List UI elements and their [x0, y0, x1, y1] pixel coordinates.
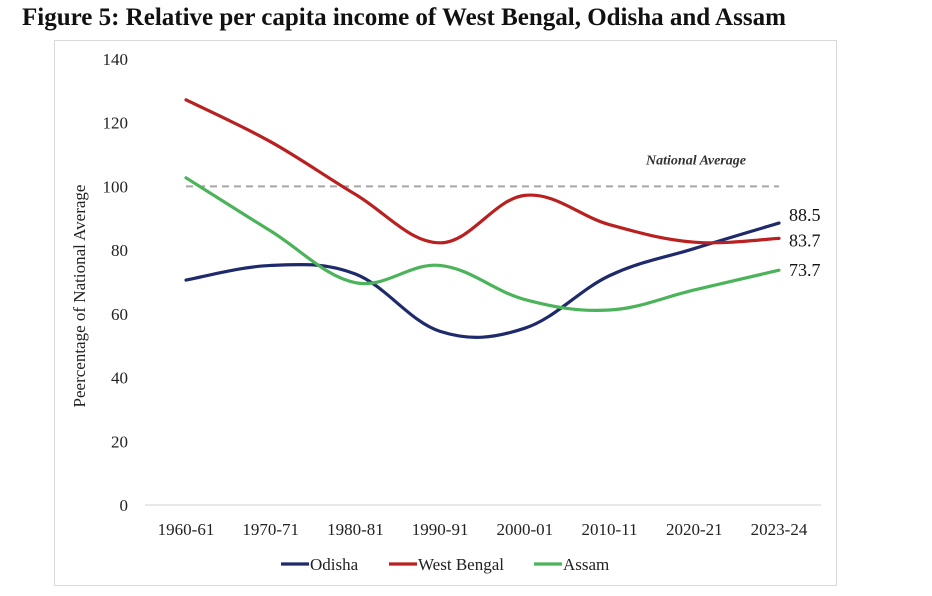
- y-tick-label: 40: [111, 369, 128, 388]
- end-label-west-bengal: 83.7: [789, 230, 821, 250]
- series-line-assam: [184, 176, 781, 312]
- legend-label-odisha: Odisha: [310, 555, 359, 574]
- legend-label-assam: Assam: [563, 555, 609, 574]
- legend: Odisha West Bengal Assam: [281, 555, 609, 574]
- y-tick-label: 100: [103, 177, 129, 196]
- y-tick-label: 60: [111, 305, 128, 324]
- y-tick-label: 120: [103, 114, 129, 133]
- x-tick-label: 2000-01: [497, 520, 554, 539]
- x-tick-labels: 1960-61 1970-71 1980-81 1990-91 2000-01 2010-…: [158, 520, 808, 539]
- y-tick-label: 140: [103, 50, 129, 69]
- y-tick-label: 0: [120, 496, 129, 515]
- line-chart: Peercentage of National Average 0 20 40 60 8…: [70, 50, 821, 574]
- chart-frame: Peercentage of National Average 0 20 40 60 8…: [54, 40, 837, 586]
- y-axis-title: Peercentage of National Average: [70, 185, 89, 408]
- x-tick-label: 1990-91: [412, 520, 469, 539]
- legend-label-west-bengal: West Bengal: [418, 555, 504, 574]
- y-tick-label: 80: [111, 241, 128, 260]
- y-axis-title-group: Peercentage of National Average: [70, 185, 89, 408]
- x-tick-label: 2023-24: [751, 520, 808, 539]
- series-line-odisha: [184, 221, 781, 339]
- x-tick-label: 1970-71: [242, 520, 299, 539]
- national-average-label: National Average: [645, 153, 746, 168]
- y-tick-labels: 0 20 40 60 80 100 120 140: [103, 50, 129, 515]
- end-labels: 88.5 83.7 73.7: [789, 205, 821, 280]
- x-tick-label: 1980-81: [327, 520, 384, 539]
- end-label-assam: 73.7: [789, 260, 821, 280]
- end-label-odisha: 88.5: [789, 205, 821, 225]
- series-line-west-bengal: [184, 98, 781, 245]
- y-tick-label: 20: [111, 432, 128, 451]
- x-tick-label: 2020-21: [666, 520, 723, 539]
- series-lines: [184, 98, 781, 339]
- x-tick-label: 1960-61: [158, 520, 215, 539]
- figure-title: Figure 5: Relative per capita income of …: [22, 4, 786, 31]
- x-tick-label: 2010-11: [582, 520, 638, 539]
